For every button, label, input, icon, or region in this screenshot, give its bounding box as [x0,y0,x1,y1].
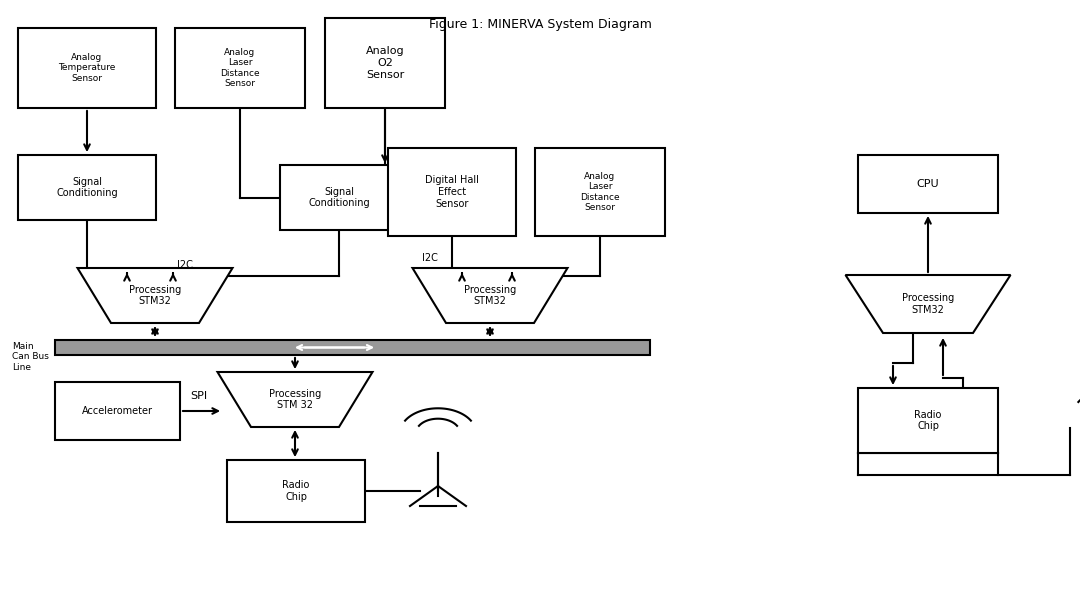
Text: Processing
STM32: Processing STM32 [902,293,954,315]
Text: Digital Hall
Effect
Sensor: Digital Hall Effect Sensor [426,175,478,208]
Bar [388,148,516,236]
Polygon shape [846,275,1011,333]
Text: CPU: CPU [917,179,940,189]
Text: Signal
Conditioning: Signal Conditioning [56,177,118,198]
Bar [227,460,365,522]
Polygon shape [413,268,567,323]
Bar [18,155,156,220]
Text: I2C: I2C [422,253,437,263]
Polygon shape [78,268,232,323]
Bar [858,155,998,213]
Text: Processing
STM32: Processing STM32 [129,284,181,306]
Bar [858,388,998,453]
Text: Main
Can Bus
Line: Main Can Bus Line [12,342,49,372]
Bar [18,28,156,108]
Polygon shape [217,372,373,427]
Text: Figure 1: MINERVA System Diagram: Figure 1: MINERVA System Diagram [429,18,651,31]
Text: Processing
STM 32: Processing STM 32 [269,389,321,410]
Text: SPI: SPI [190,391,207,401]
Bar [175,28,305,108]
Bar [280,165,399,230]
Text: Analog
Laser
Distance
Sensor: Analog Laser Distance Sensor [220,48,260,88]
Bar [55,382,180,440]
Text: Radio
Chip: Radio Chip [915,410,942,431]
Text: Processing
STM32: Processing STM32 [464,284,516,306]
Bar [535,148,665,236]
Text: Analog
O2
Sensor: Analog O2 Sensor [366,47,404,80]
Bar [325,18,445,108]
Text: Analog
Temperature
Sensor: Analog Temperature Sensor [58,53,116,83]
Text: Analog
Laser
Distance
Sensor: Analog Laser Distance Sensor [580,172,620,212]
Text: Radio
Chip: Radio Chip [282,480,310,502]
Text: Signal
Conditioning: Signal Conditioning [308,187,369,208]
Bar [55,340,650,355]
Text: Accelerometer: Accelerometer [82,406,153,416]
Text: I2C: I2C [177,260,193,270]
